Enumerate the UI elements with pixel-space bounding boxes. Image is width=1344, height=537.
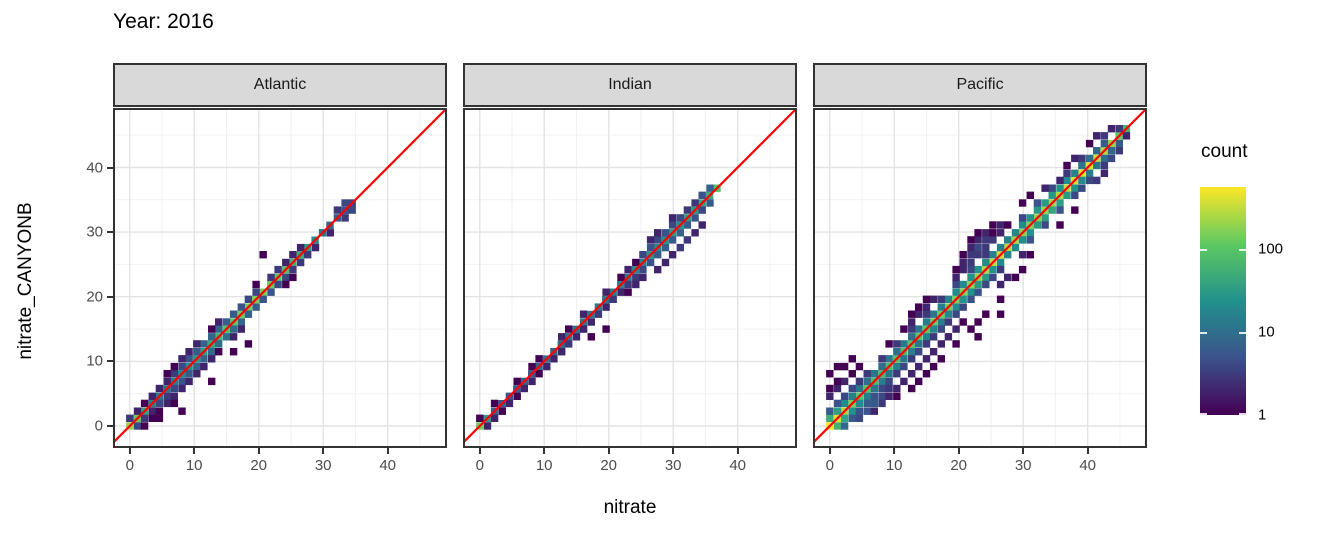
x-axis-title: nitrate [603,497,657,518]
colorbar-tick-mark [1239,413,1246,415]
bin2d-bins [476,184,721,430]
legend-title: count [1201,141,1248,162]
x-tick-label: 20 [950,457,968,474]
x-tick-mark [1022,448,1025,454]
x-tick-label: 0 [475,457,484,474]
viridis-colorbar [1200,187,1246,415]
y-axis-title: nitrate_CANYONB [15,202,36,360]
y-tick-mark [107,295,113,298]
x-tick-mark [957,448,960,454]
x-tick-mark [322,448,325,454]
panel-pacific [813,108,1147,448]
panel-border [463,108,797,448]
y-tick-mark [107,360,113,363]
y-tick-label: 30 [86,223,103,241]
colorbar-tick-label: 10 [1258,323,1275,341]
plot-title: Year: 2016 [113,10,214,33]
colorbar-tick-label: 100 [1258,240,1284,258]
colorbar-tick-mark [1239,331,1246,334]
x-tick-label: 10 [885,457,903,474]
x-tick-mark [128,448,131,454]
x-tick-label: 20 [250,457,268,474]
x-tick-label: 30 [664,457,682,474]
x-tick-mark [607,448,610,454]
x-tick-label: 40 [729,457,747,474]
identity-reference-line [813,108,1147,444]
y-tick-label: 0 [94,417,103,435]
x-tick-label: 30 [314,457,332,474]
x-tick-label: 10 [185,457,203,474]
y-tick-mark [107,425,113,427]
identity-reference-line [113,108,447,444]
facet-strip-pacific: Pacific [813,63,1147,107]
colorbar-tick-mark [1200,331,1207,334]
colorbar-tick-mark [1239,248,1246,251]
y-tick-label: 40 [86,159,103,176]
x-tick-mark [543,448,546,454]
bin2d-bins [826,125,1131,430]
x-tick-mark [193,448,196,454]
x-tick-label: 0 [825,457,834,474]
x-tick-mark [257,448,260,454]
colorbar-tick-label: 1 [1258,406,1267,424]
x-tick-mark [1086,448,1089,454]
y-tick-label: 20 [86,288,103,306]
x-tick-mark [893,448,896,454]
x-tick-label: 30 [1014,457,1032,474]
panel-atlantic [113,108,447,448]
x-tick-mark [736,448,739,454]
panel-border [113,108,447,448]
colorbar-tick-mark [1200,248,1207,251]
panel-border [813,108,1147,448]
x-tick-mark [386,448,389,454]
x-tick-label: 10 [535,457,553,474]
y-tick-label: 10 [86,352,103,370]
colorbar-tick-mark [1200,413,1207,415]
facet-strip-atlantic: Atlantic [113,63,447,107]
x-tick-label: 40 [379,457,397,474]
y-tick-mark [107,231,113,234]
identity-reference-line [463,108,797,444]
x-tick-mark [828,448,831,454]
y-tick-mark [107,166,113,169]
x-tick-mark [672,448,675,454]
facet-strip-indian: Indian [463,63,797,107]
x-tick-label: 20 [600,457,618,474]
panel-indian [463,108,797,448]
x-tick-label: 0 [125,457,134,474]
x-tick-label: 40 [1079,457,1097,474]
x-tick-mark [478,448,481,454]
